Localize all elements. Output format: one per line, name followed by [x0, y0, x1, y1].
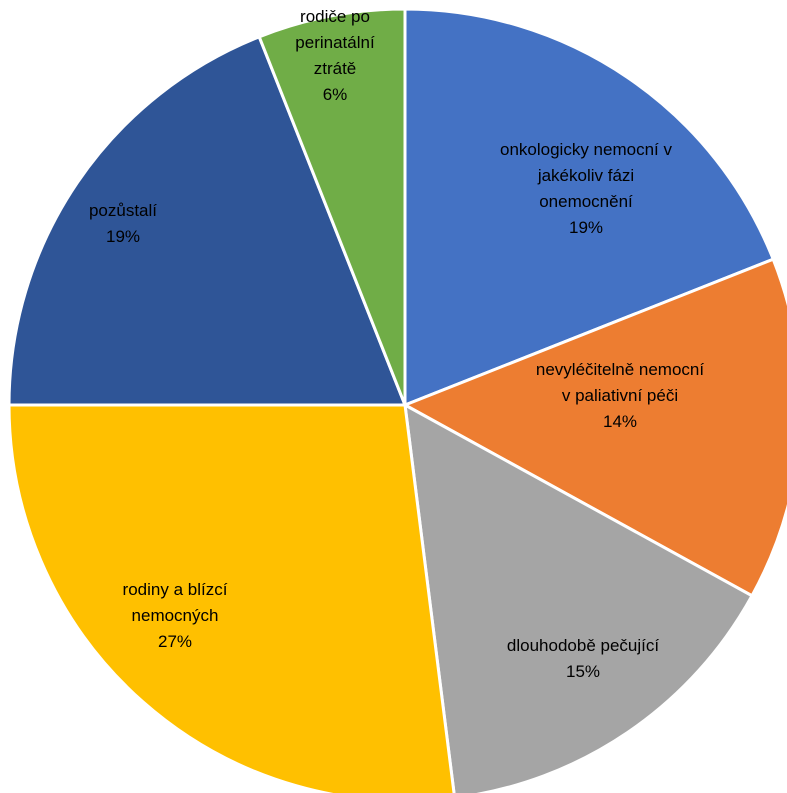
pie-slice-4: [7, 403, 456, 793]
pie-category-label: dlouhodobě pečující: [507, 636, 659, 655]
pie-category-label: onkologicky nemocní v: [500, 140, 672, 159]
pie-category-label: onemocnění: [539, 192, 633, 211]
pie-category-label: nemocných: [132, 606, 219, 625]
pie-slices: [7, 7, 787, 793]
pie-slice-5: [7, 34, 408, 407]
pie-label-5: pozůstalí 19%: [89, 201, 157, 246]
pie-label-2: nevyléčitelně nemocní v paliativní péči 14…: [536, 360, 704, 431]
pie-label-6: rodiče po perinatální ztrátě 6%: [295, 7, 375, 104]
pie-category-label: nevyléčitelně nemocní: [536, 360, 704, 379]
pie-slice-2: [401, 257, 787, 598]
pie-percent-label: 15%: [566, 662, 600, 681]
pie-category-label: ztrátě: [314, 59, 357, 78]
pie-label-4: rodiny a blízcí nemocných 27%: [123, 580, 228, 651]
pie-label-3: dlouhodobě pečující 15%: [507, 636, 659, 681]
pie-category-label: rodiče po: [300, 7, 370, 26]
pie-percent-label: 19%: [106, 227, 140, 246]
pie-percent-label: 19%: [569, 218, 603, 237]
pie-category-label: rodiny a blízcí: [123, 580, 228, 599]
pie-label-1: onkologicky nemocní v jakékoliv fázi onemo…: [500, 140, 672, 237]
pie-category-label: perinatální: [295, 33, 375, 52]
pie-slice-3: [403, 402, 755, 793]
pie-category-label: v paliativní péči: [562, 386, 678, 405]
pie-labels: onkologicky nemocní v jakékoliv fázi onemo…: [89, 7, 704, 681]
pie-percent-label: 6%: [323, 85, 348, 104]
pie-slice-6: [257, 7, 407, 406]
pie-slice-1: [403, 7, 776, 408]
pie-category-label: pozůstalí: [89, 201, 157, 220]
pie-percent-label: 14%: [603, 412, 637, 431]
pie-percent-label: 27%: [158, 632, 192, 651]
pie-category-label: jakékoliv fázi: [537, 166, 634, 185]
